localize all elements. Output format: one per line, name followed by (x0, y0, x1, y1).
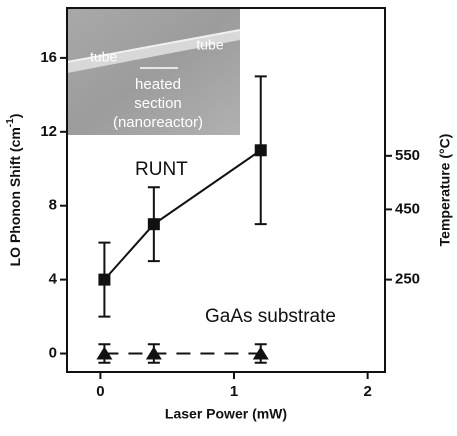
y2-tick-label: 450 (395, 200, 420, 217)
y-tick-label: 12 (40, 123, 57, 140)
tube-edge (66, 29, 241, 63)
data-point (254, 144, 267, 157)
y-axis-label-end: ) (7, 114, 23, 119)
plot-frame (66, 7, 386, 373)
y-axis-label-text: LO Phonon Shift (cm (7, 127, 23, 266)
inset-caption: heated (135, 76, 181, 93)
x-tick-label: 0 (96, 383, 104, 400)
y-tick-label: 8 (49, 197, 57, 214)
inset-label: tube (196, 37, 223, 53)
data-point (145, 346, 162, 360)
inset-caption: (nanoreactor) (113, 114, 203, 131)
data-point (96, 346, 113, 360)
inset-caption: section (134, 95, 182, 112)
inset-label: tube (90, 49, 117, 65)
y2-axis-label: Temperature (°C) (437, 134, 453, 247)
y-axis-label-sup: -1 (5, 118, 16, 127)
data-point (98, 273, 111, 286)
y-tick-label: 0 (49, 344, 57, 361)
y2-tick-label: 550 (395, 147, 420, 164)
data-point (147, 218, 160, 231)
tube-band (67, 30, 240, 73)
series-annotation: RUNT (135, 159, 188, 180)
x-axis-label: Laser Power (mW) (165, 406, 287, 422)
series-annotation: GaAs substrate (205, 306, 336, 327)
x-tick-label: 1 (230, 383, 238, 400)
x-tick-label: 2 (363, 383, 371, 400)
y-tick-label: 4 (49, 271, 58, 288)
y-tick-label: 16 (40, 49, 57, 66)
inset-photo (67, 8, 240, 135)
y2-tick-label: 250 (395, 271, 420, 288)
inset-image: tube tube heated section (nanoreactor) (66, 8, 241, 135)
y-axis-label: LO Phonon Shift (cm-1) (5, 114, 23, 267)
data-point (252, 346, 269, 360)
